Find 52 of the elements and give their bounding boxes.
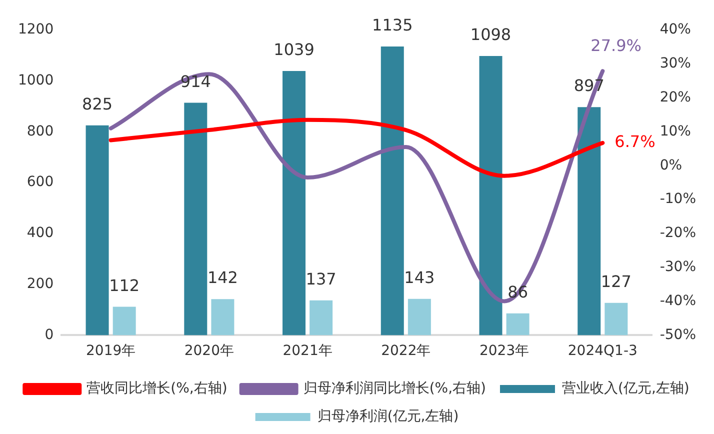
x-tick-label: 2019年 <box>86 343 136 360</box>
y2-tick-label: 0% <box>660 157 682 174</box>
data-label: 127 <box>600 272 632 292</box>
legend-label: 营业收入(亿元,左轴) <box>562 380 690 397</box>
bar <box>211 299 234 336</box>
bar <box>380 46 404 336</box>
legend-label: 归母净利润同比增长(%,右轴) <box>303 380 486 397</box>
data-label: 143 <box>404 268 435 287</box>
x-tick-label: 2023年 <box>479 343 530 360</box>
data-label: 1098 <box>470 25 512 44</box>
y2-tick-label: -10% <box>660 191 696 208</box>
bar <box>506 313 530 336</box>
legend-label: 归母净利润(亿元,左轴) <box>317 408 459 425</box>
data-label: 1039 <box>274 40 314 60</box>
data-label: 137 <box>306 270 336 289</box>
bar <box>282 70 306 336</box>
y-tick-label: 1200 <box>18 22 54 38</box>
y2-tick-label: -30% <box>660 259 696 276</box>
data-label: 27.9% <box>590 36 642 56</box>
y-tick-label: 800 <box>26 123 54 140</box>
bar <box>310 300 333 336</box>
bar <box>112 306 136 336</box>
data-label: 914 <box>180 72 211 91</box>
bar <box>184 102 208 336</box>
y2-tick-label: -40% <box>660 292 696 309</box>
y2-tick-label: -20% <box>660 225 696 242</box>
legend-label: 营收同比增长(%,右轴) <box>86 380 228 397</box>
x-tick-label: 2021年 <box>282 343 332 360</box>
x-tick-label: 2020年 <box>184 343 234 360</box>
data-label: 6.7% <box>614 132 656 152</box>
bar <box>578 107 601 336</box>
bar <box>604 302 628 336</box>
y2-tick-label: 20% <box>660 89 691 106</box>
y2-tick-label: 40% <box>660 22 691 38</box>
x-tick-label: 2022年 <box>381 343 431 360</box>
line-series <box>108 118 605 178</box>
x-tick-label: 2024Q1-3 <box>568 343 638 360</box>
data-label: 142 <box>207 268 238 288</box>
y-tick-label: 600 <box>26 174 54 190</box>
data-label: 1135 <box>372 16 413 35</box>
data-label: 825 <box>82 94 113 114</box>
y2-tick-label: 10% <box>660 123 691 140</box>
y-tick-label: 400 <box>26 225 54 242</box>
data-label: 112 <box>109 276 140 295</box>
bar <box>479 56 502 336</box>
y-tick-label: 200 <box>26 276 54 292</box>
bar <box>86 125 109 336</box>
bar <box>408 298 431 336</box>
y2-tick-label: 30% <box>660 56 691 72</box>
y2-tick-label: -50% <box>660 326 696 343</box>
y-tick-label: 1000 <box>18 72 54 89</box>
y-tick-label: 0 <box>44 326 54 343</box>
